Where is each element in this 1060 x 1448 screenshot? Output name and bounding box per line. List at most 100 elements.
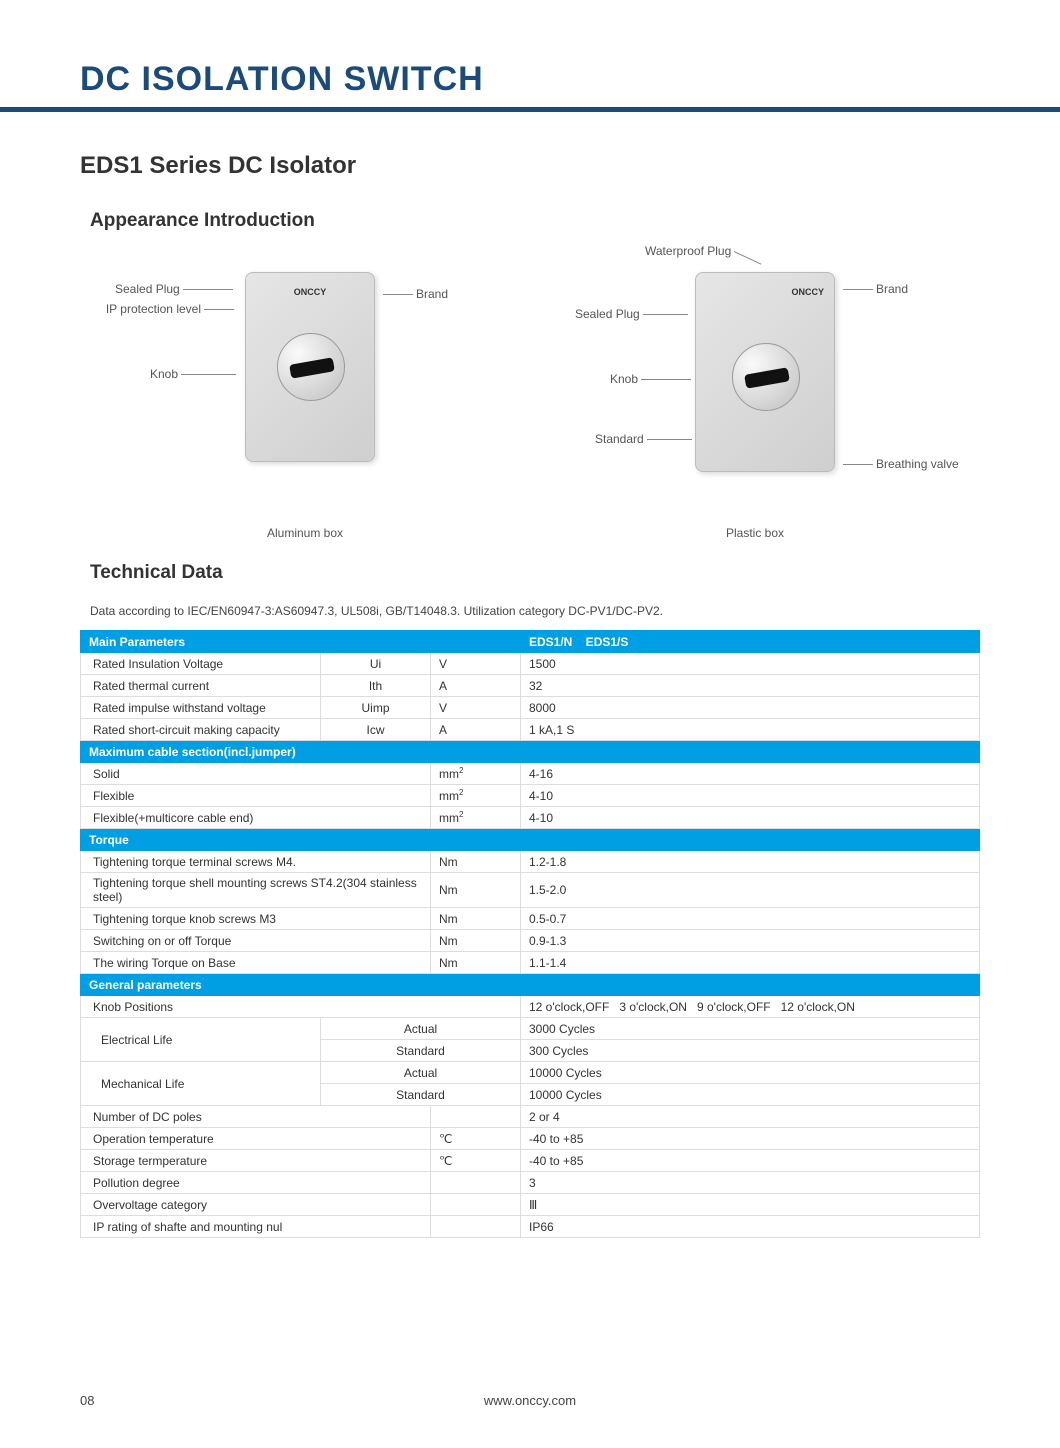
cell-unit [431,1106,521,1128]
callout-breathing-valve: Breathing valve [840,457,959,471]
cell-unit: Nm [431,908,521,930]
table-row: Switching on or off TorqueNm0.9-1.3 [81,930,980,952]
row-elec-life-actual: Electrical Life Actual 3000 Cycles [81,1018,980,1040]
table-row: The wiring Torque on BaseNm1.1-1.4 [81,952,980,974]
cell-elec-life-label: Electrical Life [81,1018,321,1062]
cell-mech-standard-val: 10000 Cycles [521,1084,980,1106]
cell-value: 0.9-1.3 [521,930,980,952]
callout-brand-right: Brand [840,282,908,296]
cell-param: The wiring Torque on Base [81,952,431,974]
callout-knob: Knob [150,367,239,381]
cell-param: Tightening torque knob screws M3 [81,908,431,930]
callout-ip-level-label: IP protection level [106,302,201,316]
cell-standard-label-1: Standard [321,1040,521,1062]
cell-unit: mm2 [431,807,521,829]
knob-circle-icon [277,333,345,401]
table-row: Tightening torque terminal screws M4.Nm1… [81,851,980,873]
cell-param: Storage termperature [81,1150,431,1172]
header-general: General parameters [81,974,980,996]
cell-value: 32 [521,675,980,697]
cell-unit: ℃ [431,1150,521,1172]
table-row: Tightening torque knob screws M3Nm0.5-0.… [81,908,980,930]
row-mech-life-actual: Mechanical Life Actual 10000 Cycles [81,1062,980,1084]
table-row: Number of DC poles 2 or 4 [81,1106,980,1128]
cell-param: IP rating of shafte and mounting nul [81,1216,431,1238]
cell-param: Tightening torque shell mounting screws … [81,873,431,908]
callout-knob-label: Knob [150,367,178,381]
table-row: Pollution degree3 [81,1172,980,1194]
device-plastic-brand-label: ONCCY [696,287,834,297]
cell-unit: Nm [431,873,521,908]
device-aluminum-body: ONCCY [245,272,375,462]
cell-param: Tightening torque terminal screws M4. [81,851,431,873]
cell-value: IP66 [521,1216,980,1238]
cell-unit: mm2 [431,785,521,807]
cell-value: 8000 [521,697,980,719]
callout-waterproof-plug: Waterproof Plug [645,244,767,258]
footer-url: www.onccy.com [484,1393,576,1408]
callout-sealed-plug-right: Sealed Plug [575,307,691,321]
cell-unit [431,1216,521,1238]
main-title: DC ISOLATION SWITCH [80,60,980,99]
table-row: IP rating of shafte and mounting nul IP66 [81,1216,980,1238]
diagram-area: ONCCY Sealed Plug IP protection level Kn… [80,262,980,522]
cell-param: Rated impulse withstand voltage [81,697,321,719]
callout-waterproof-plug-label: Waterproof Plug [645,244,731,258]
header-torque: Torque [81,829,980,851]
cell-param: Switching on or off Torque [81,930,431,952]
cell-param: Operation temperature [81,1128,431,1150]
knob-handle-icon [744,367,790,388]
spec-table: Main Parameters EDS1/N EDS1/S Rated Insu… [80,630,980,1238]
header-max-cable: Maximum cable section(incl.jumper) [81,741,980,763]
cell-knob-pos-val: 12 o'clock,OFF 3 o'clock,ON 9 o'clock,OF… [521,996,980,1018]
table-row: Rated impulse withstand voltageUimpV8000 [81,697,980,719]
cell-symbol: Icw [321,719,431,741]
callout-knob-right-label: Knob [610,372,638,386]
cell-param: Overvoltage category [81,1194,431,1216]
cell-knob-pos-param: Knob Positions [81,996,521,1018]
cell-unit: V [431,697,521,719]
cell-unit: Nm [431,930,521,952]
callout-brand-right-label: Brand [876,282,908,296]
cell-value: 2 or 4 [521,1106,980,1128]
cell-value: 1500 [521,653,980,675]
cell-param: Pollution degree [81,1172,431,1194]
cell-value: 4-10 [521,785,980,807]
title-underline-bar [0,107,1060,112]
cell-value: -40 to +85 [521,1128,980,1150]
device-aluminum-brand-label: ONCCY [246,287,374,297]
cell-value: 4-10 [521,807,980,829]
cell-unit: Nm [431,851,521,873]
table-row: Rated thermal currentIthA32 [81,675,980,697]
callout-sealed-plug-label: Sealed Plug [115,282,180,296]
cell-actual-label-2: Actual [321,1062,521,1084]
technical-intro-text: Data according to IEC/EN60947-3:AS60947.… [90,604,980,618]
diagram-aluminum-block: ONCCY Sealed Plug IP protection level Kn… [95,262,515,522]
table-row: Flexiblemm24-10 [81,785,980,807]
series-title: EDS1 Series DC Isolator [80,152,980,180]
diagram-aluminum-caption: Aluminum box [95,526,515,540]
table-header-general: General parameters [81,974,980,996]
knob-circle-icon [732,343,800,411]
header-model-cols: EDS1/N EDS1/S [521,631,980,653]
callout-ip-level: IP protection level [97,302,237,316]
callout-breathing-valve-label: Breathing valve [876,457,959,471]
appearance-section-title: Appearance Introduction [80,210,980,232]
cell-value: 1.5-2.0 [521,873,980,908]
cell-actual-label-1: Actual [321,1018,521,1040]
header-main-params: Main Parameters [81,631,521,653]
cell-unit: A [431,719,521,741]
cell-param: Number of DC poles [81,1106,431,1128]
cell-symbol: Ui [321,653,431,675]
cell-elec-standard-val: 300 Cycles [521,1040,980,1062]
cell-unit: A [431,675,521,697]
table-row: Overvoltage categoryⅢ [81,1194,980,1216]
cell-unit [431,1194,521,1216]
callout-standard: Standard [595,432,695,446]
cell-standard-label-2: Standard [321,1084,521,1106]
knob-handle-icon [289,357,335,378]
page-number: 08 [80,1393,94,1408]
cell-value: 1.2-1.8 [521,851,980,873]
cell-value: 1 kA,1 S [521,719,980,741]
table-header-torque: Torque [81,829,980,851]
